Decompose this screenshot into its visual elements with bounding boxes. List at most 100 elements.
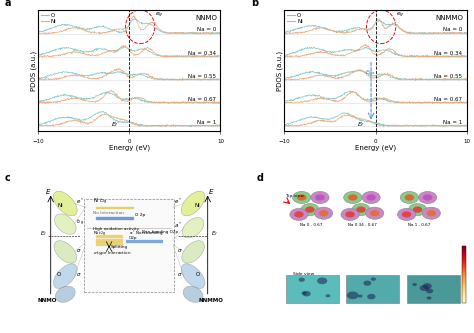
Ellipse shape	[55, 214, 76, 234]
Text: $\sigma$: $\sigma$	[76, 271, 82, 278]
Circle shape	[423, 283, 432, 289]
X-axis label: Energy (eV): Energy (eV)	[355, 145, 396, 152]
Circle shape	[305, 206, 315, 213]
Text: $e_g$: $e_g$	[396, 11, 404, 20]
Text: NNMO: NNMO	[37, 297, 57, 302]
Text: $e^*$: $e^*$	[76, 196, 84, 206]
Text: Na 0.34 - 0.67: Na 0.34 - 0.67	[348, 223, 377, 227]
Circle shape	[290, 208, 308, 220]
Ellipse shape	[182, 217, 204, 238]
Ellipse shape	[182, 241, 204, 263]
Circle shape	[419, 285, 429, 291]
Circle shape	[398, 208, 416, 220]
Text: Na = 0.67: Na = 0.67	[434, 97, 462, 102]
Circle shape	[365, 207, 384, 219]
Ellipse shape	[54, 191, 77, 216]
Circle shape	[400, 191, 419, 203]
Text: a: a	[5, 0, 11, 8]
Text: Na = 0: Na = 0	[443, 28, 462, 33]
Circle shape	[311, 191, 329, 203]
Text: $\sigma$: $\sigma$	[76, 247, 82, 254]
Text: Na = 0.67: Na = 0.67	[188, 97, 216, 102]
Text: Top view: Top view	[285, 194, 304, 198]
Circle shape	[364, 280, 371, 286]
Circle shape	[292, 191, 311, 203]
FancyBboxPatch shape	[286, 275, 339, 303]
Text: Ni: Ni	[195, 203, 201, 208]
Circle shape	[352, 203, 370, 216]
Legend: O, Ni: O, Ni	[287, 13, 303, 24]
Circle shape	[423, 194, 432, 201]
Text: $\sigma$: $\sigma$	[176, 271, 182, 278]
Text: Na = 0.55: Na = 0.55	[434, 74, 462, 79]
Circle shape	[358, 294, 363, 298]
Circle shape	[371, 277, 376, 281]
Text: $E_f$: $E_f$	[211, 229, 219, 238]
Circle shape	[299, 278, 305, 282]
Circle shape	[362, 191, 380, 203]
Circle shape	[419, 191, 437, 203]
Circle shape	[326, 294, 330, 297]
Text: O 2p: O 2p	[135, 213, 145, 217]
Circle shape	[366, 194, 376, 201]
Circle shape	[347, 291, 358, 299]
Circle shape	[297, 194, 306, 201]
Text: Na = 0.34: Na = 0.34	[434, 51, 462, 56]
Circle shape	[370, 210, 380, 216]
Circle shape	[302, 291, 310, 296]
Text: $t_{2g}$: $t_{2g}$	[76, 218, 84, 228]
Circle shape	[367, 294, 375, 299]
Text: $E$: $E$	[208, 187, 215, 196]
Text: Ni $\mathit{t_{2g}}$: Ni $\mathit{t_{2g}}$	[93, 229, 106, 238]
Circle shape	[317, 277, 328, 284]
Text: Na 0 - 0.67: Na 0 - 0.67	[301, 223, 323, 227]
Text: NNMMO: NNMMO	[435, 15, 463, 21]
Circle shape	[426, 288, 433, 293]
X-axis label: Energy (eV): Energy (eV)	[109, 145, 150, 152]
FancyBboxPatch shape	[346, 275, 400, 303]
Y-axis label: PDOS (a.u.): PDOS (a.u.)	[30, 50, 36, 91]
Ellipse shape	[181, 191, 205, 216]
Circle shape	[405, 194, 414, 201]
Text: Ni: Ni	[57, 203, 63, 208]
Circle shape	[356, 206, 366, 213]
Text: O2p: O2p	[129, 236, 137, 240]
Text: Side view: Side view	[293, 272, 315, 276]
Circle shape	[319, 210, 328, 216]
Circle shape	[348, 194, 357, 201]
Text: $a^*$ Non-bonding: $a^*$ Non-bonding	[129, 228, 164, 239]
Ellipse shape	[54, 241, 77, 263]
Y-axis label: PDOS (a.u.): PDOS (a.u.)	[276, 50, 283, 91]
Text: $e^*$: $e^*$	[174, 196, 182, 206]
Text: O: O	[196, 272, 201, 277]
Text: Na = 1: Na = 1	[443, 120, 462, 125]
Circle shape	[341, 208, 359, 220]
Legend: O, Ni: O, Ni	[41, 13, 56, 24]
Circle shape	[294, 211, 304, 217]
FancyBboxPatch shape	[84, 199, 174, 292]
Text: Na 1 - 0.67: Na 1 - 0.67	[408, 223, 430, 227]
Ellipse shape	[54, 264, 77, 288]
Text: Na = 0.34: Na = 0.34	[188, 51, 216, 56]
Circle shape	[413, 206, 422, 213]
Circle shape	[301, 291, 307, 295]
Text: $\sigma$: $\sigma$	[176, 247, 182, 254]
Circle shape	[346, 211, 355, 217]
Circle shape	[412, 283, 417, 286]
Text: $E_{Na}$: $E_{Na}$	[365, 68, 375, 77]
Ellipse shape	[181, 264, 205, 288]
Text: High oxidation activity: High oxidation activity	[93, 227, 139, 231]
Circle shape	[301, 203, 319, 216]
Circle shape	[402, 211, 411, 217]
Text: O: O	[57, 272, 61, 277]
FancyBboxPatch shape	[407, 275, 460, 303]
Text: Splitting: Splitting	[111, 245, 128, 249]
Ellipse shape	[183, 286, 203, 302]
Circle shape	[427, 296, 431, 300]
Text: NNMMO: NNMMO	[199, 297, 224, 302]
Text: $E_f$: $E_f$	[40, 229, 47, 238]
Text: d: d	[257, 173, 264, 183]
Text: $E$: $E$	[45, 187, 51, 196]
Text: Ni $\mathit{t_{2g}}$: Ni $\mathit{t_{2g}}$	[93, 197, 107, 207]
Text: b: b	[252, 0, 259, 8]
